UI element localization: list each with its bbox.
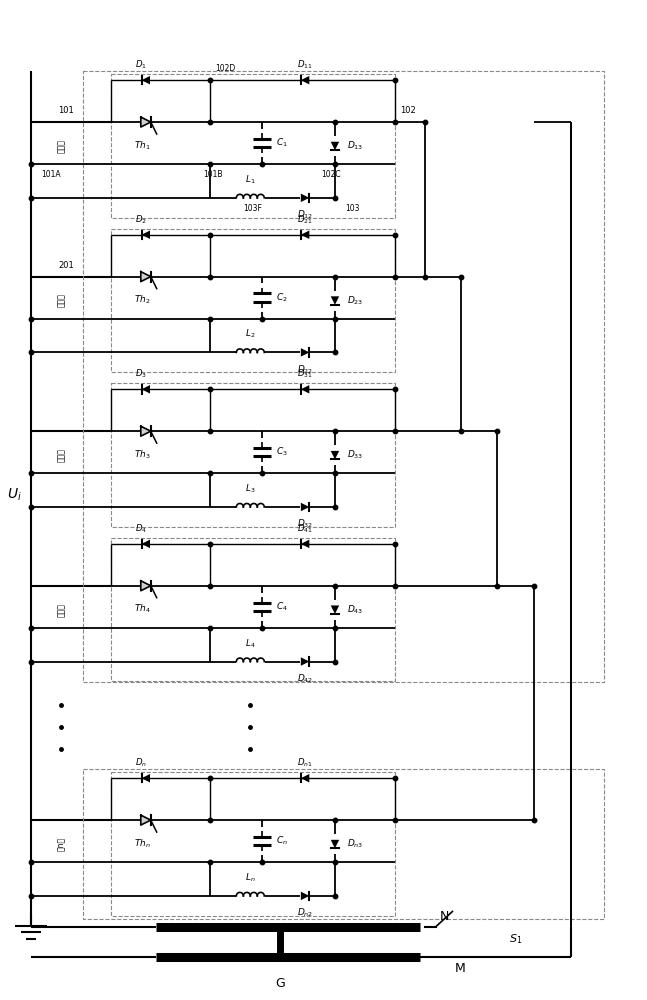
Text: G: G — [276, 977, 285, 990]
Text: $D_{4}$: $D_{4}$ — [135, 522, 147, 535]
Text: $D_{31}$: $D_{31}$ — [297, 368, 313, 380]
Text: N: N — [439, 910, 449, 923]
Text: $D_{41}$: $D_{41}$ — [297, 522, 313, 535]
Text: 第n级: 第n级 — [57, 837, 65, 851]
Text: $D_{13}$: $D_{13}$ — [347, 140, 364, 152]
Text: $D_{43}$: $D_{43}$ — [347, 603, 364, 616]
Polygon shape — [142, 385, 150, 394]
Text: 第三级: 第三级 — [57, 448, 65, 462]
Polygon shape — [301, 231, 309, 239]
Polygon shape — [301, 385, 309, 394]
Text: $D_{2}$: $D_{2}$ — [135, 213, 147, 226]
Text: 101: 101 — [58, 106, 74, 115]
Polygon shape — [141, 426, 151, 436]
Polygon shape — [141, 581, 151, 591]
Polygon shape — [142, 774, 150, 782]
Text: $L_{3}$: $L_{3}$ — [245, 483, 256, 495]
Polygon shape — [301, 657, 309, 666]
Text: $D_{n1}$: $D_{n1}$ — [297, 757, 313, 769]
Polygon shape — [301, 194, 309, 202]
Polygon shape — [301, 540, 309, 548]
Text: 101A: 101A — [41, 170, 61, 179]
Text: $D_{3}$: $D_{3}$ — [135, 368, 147, 380]
Text: $D_{23}$: $D_{23}$ — [347, 294, 364, 307]
Polygon shape — [142, 76, 150, 84]
Text: $D_{21}$: $D_{21}$ — [297, 213, 313, 226]
Text: $C_{n}$: $C_{n}$ — [276, 835, 288, 847]
Text: $Th_{3}$: $Th_{3}$ — [135, 448, 151, 461]
Polygon shape — [141, 815, 151, 825]
Polygon shape — [141, 117, 151, 127]
Polygon shape — [301, 348, 309, 357]
Text: 第一级: 第一级 — [57, 139, 65, 153]
Text: 第四级: 第四级 — [57, 603, 65, 617]
Text: 103F: 103F — [243, 204, 262, 213]
Polygon shape — [331, 605, 339, 614]
Text: $D_{n2}$: $D_{n2}$ — [297, 907, 313, 919]
Text: $C_{2}$: $C_{2}$ — [276, 291, 288, 304]
Text: 201: 201 — [58, 261, 74, 270]
Text: $D_{22}$: $D_{22}$ — [297, 363, 313, 376]
Text: $L_{n}$: $L_{n}$ — [245, 871, 256, 884]
Text: M: M — [454, 962, 465, 975]
Polygon shape — [301, 503, 309, 511]
Polygon shape — [331, 840, 339, 848]
Text: $L_{4}$: $L_{4}$ — [245, 637, 256, 650]
Text: $Th_{1}$: $Th_{1}$ — [135, 139, 151, 152]
Text: 第二级: 第二级 — [57, 294, 65, 307]
Polygon shape — [142, 231, 150, 239]
Text: $D_{n}$: $D_{n}$ — [135, 757, 147, 769]
Polygon shape — [141, 272, 151, 282]
Text: $C_{3}$: $C_{3}$ — [276, 446, 288, 458]
Text: 103: 103 — [345, 204, 359, 213]
Text: $C_{4}$: $C_{4}$ — [276, 600, 288, 613]
Text: $L_{2}$: $L_{2}$ — [245, 328, 256, 340]
Text: $C_{1}$: $C_{1}$ — [276, 137, 288, 149]
Text: $Th_{4}$: $Th_{4}$ — [135, 603, 151, 615]
Text: $D_{42}$: $D_{42}$ — [297, 673, 313, 685]
Text: $D_{32}$: $D_{32}$ — [297, 518, 313, 530]
Text: $Th_{2}$: $Th_{2}$ — [135, 294, 151, 306]
Polygon shape — [142, 540, 150, 548]
Polygon shape — [301, 76, 309, 84]
Text: 102D: 102D — [215, 64, 236, 73]
Text: $Th_{n}$: $Th_{n}$ — [135, 837, 151, 850]
Text: 102: 102 — [400, 106, 415, 115]
Polygon shape — [331, 142, 339, 150]
Polygon shape — [331, 296, 339, 305]
Text: $D_{33}$: $D_{33}$ — [347, 449, 364, 461]
Text: $L_{1}$: $L_{1}$ — [245, 173, 256, 186]
Text: 101B: 101B — [203, 170, 222, 179]
Text: 102C: 102C — [321, 170, 341, 179]
Text: $D_{11}$: $D_{11}$ — [297, 59, 313, 71]
Text: $S_1$: $S_1$ — [509, 932, 523, 946]
Polygon shape — [301, 774, 309, 782]
Text: $U_i$: $U_i$ — [7, 487, 22, 503]
Text: $D_{12}$: $D_{12}$ — [297, 209, 313, 221]
Text: $D_{1}$: $D_{1}$ — [135, 59, 147, 71]
Polygon shape — [331, 451, 339, 459]
Polygon shape — [301, 892, 309, 900]
Text: $D_{n3}$: $D_{n3}$ — [347, 838, 364, 850]
